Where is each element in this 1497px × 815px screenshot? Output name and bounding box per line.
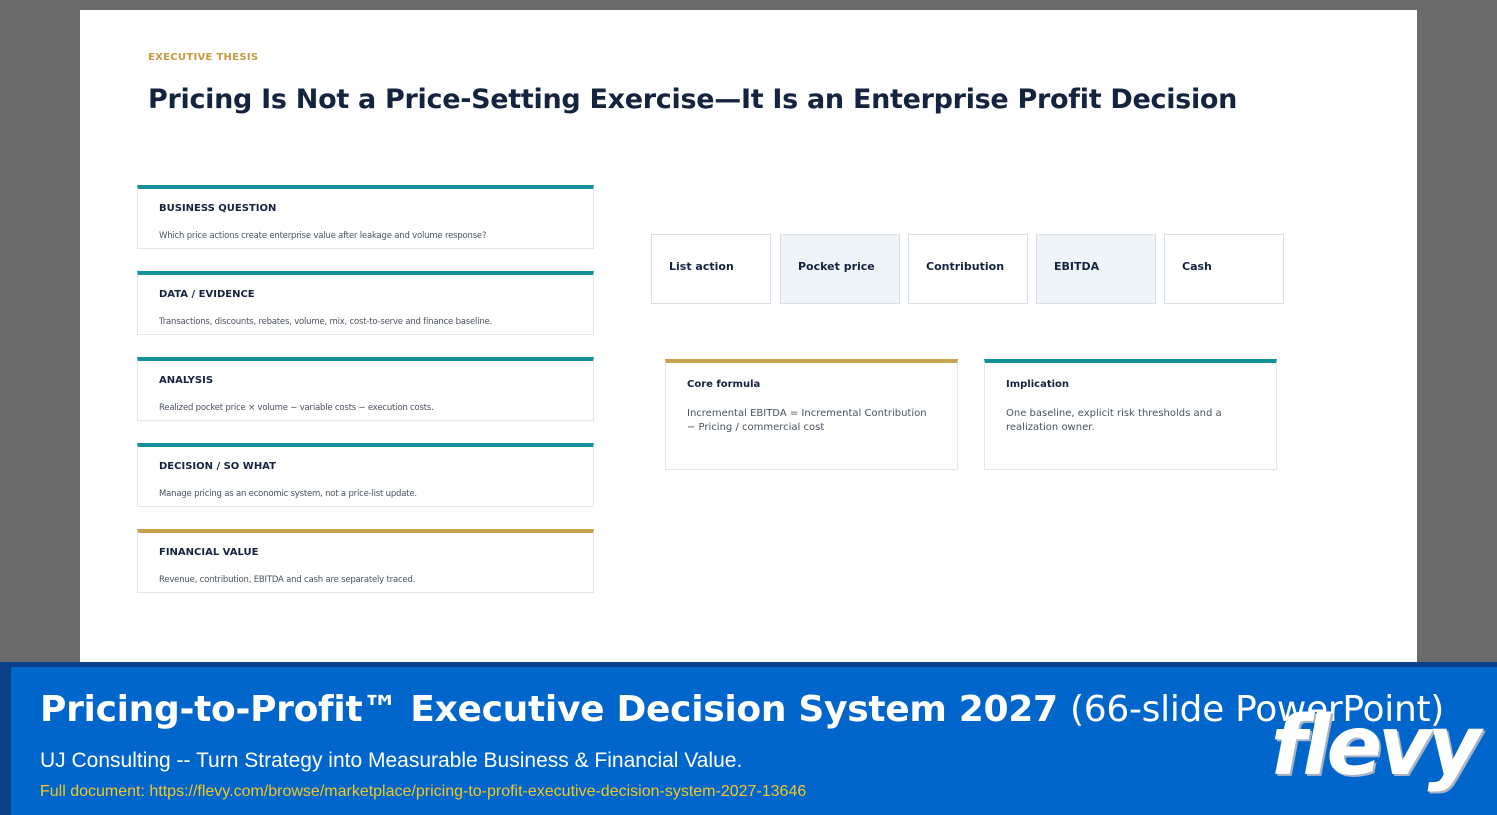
card-body: Realized pocket price × volume − variabl… (159, 403, 434, 413)
chain-step-ebitda: EBITDA (1036, 234, 1156, 304)
card-title: FINANCIAL VALUE (159, 547, 259, 558)
flevy-logo: flevy (1270, 699, 1481, 794)
banner-title-suffix: (66-slide PowerPoint) (1070, 689, 1445, 730)
note-title: Core formula (687, 379, 761, 390)
banner-title-main: Pricing-to-Profit™ Executive Decision Sy… (40, 689, 1058, 730)
chain-step-pocket-price: Pocket price (780, 234, 900, 304)
note-title: Implication (1006, 379, 1070, 390)
chain-step-contribution: Contribution (908, 234, 1028, 304)
card-title: ANALYSIS (159, 375, 214, 386)
banner-panel: Pricing-to-Profit™ Executive Decision Sy… (11, 667, 1497, 815)
note-implication: Implication One baseline, explicit risk … (984, 359, 1277, 470)
chain-step-list-action: List action (651, 234, 771, 304)
card-body: Which price actions create enterprise va… (159, 231, 487, 241)
card-decision: DECISION / SO WHAT Manage pricing as an … (137, 443, 594, 507)
card-analysis: ANALYSIS Realized pocket price × volume … (137, 357, 594, 421)
card-data-evidence: DATA / EVIDENCE Transactions, discounts,… (137, 271, 594, 335)
card-title: DATA / EVIDENCE (159, 289, 255, 300)
banner-title: Pricing-to-Profit™ Executive Decision Sy… (40, 689, 1444, 730)
chain-step-cash: Cash (1164, 234, 1284, 304)
chain-label: Pocket price (798, 260, 875, 273)
card-title: BUSINESS QUESTION (159, 203, 277, 214)
slide-kicker: EXECUTIVE THESIS (148, 52, 259, 63)
card-body: Manage pricing as an economic system, no… (159, 489, 417, 499)
document-link[interactable]: Full document: https://flevy.com/browse/… (40, 783, 807, 800)
card-business-question: BUSINESS QUESTION Which price actions cr… (137, 185, 594, 249)
note-core-formula: Core formula Incremental EBITDA = Increm… (665, 359, 958, 470)
card-body: Transactions, discounts, rebates, volume… (159, 317, 493, 327)
chain-label: Contribution (926, 260, 1005, 273)
card-financial-value: FINANCIAL VALUE Revenue, contribution, E… (137, 529, 594, 593)
note-body: Incremental EBITDA = Incremental Contrib… (687, 408, 927, 433)
chain-label: Cash (1182, 260, 1212, 273)
chain-label: List action (669, 260, 734, 273)
banner-subtitle: UJ Consulting -- Turn Strategy into Meas… (40, 749, 743, 772)
chain-label: EBITDA (1054, 260, 1100, 273)
card-body: Revenue, contribution, EBITDA and cash a… (159, 575, 416, 585)
slide-title: Pricing Is Not a Price-Setting Exercise—… (148, 84, 1238, 115)
promo-banner: Pricing-to-Profit™ Executive Decision Sy… (0, 662, 1497, 815)
note-body: One baseline, explicit risk thresholds a… (1006, 408, 1222, 433)
card-title: DECISION / SO WHAT (159, 461, 276, 472)
slide: EXECUTIVE THESIS Pricing Is Not a Price-… (80, 10, 1417, 665)
